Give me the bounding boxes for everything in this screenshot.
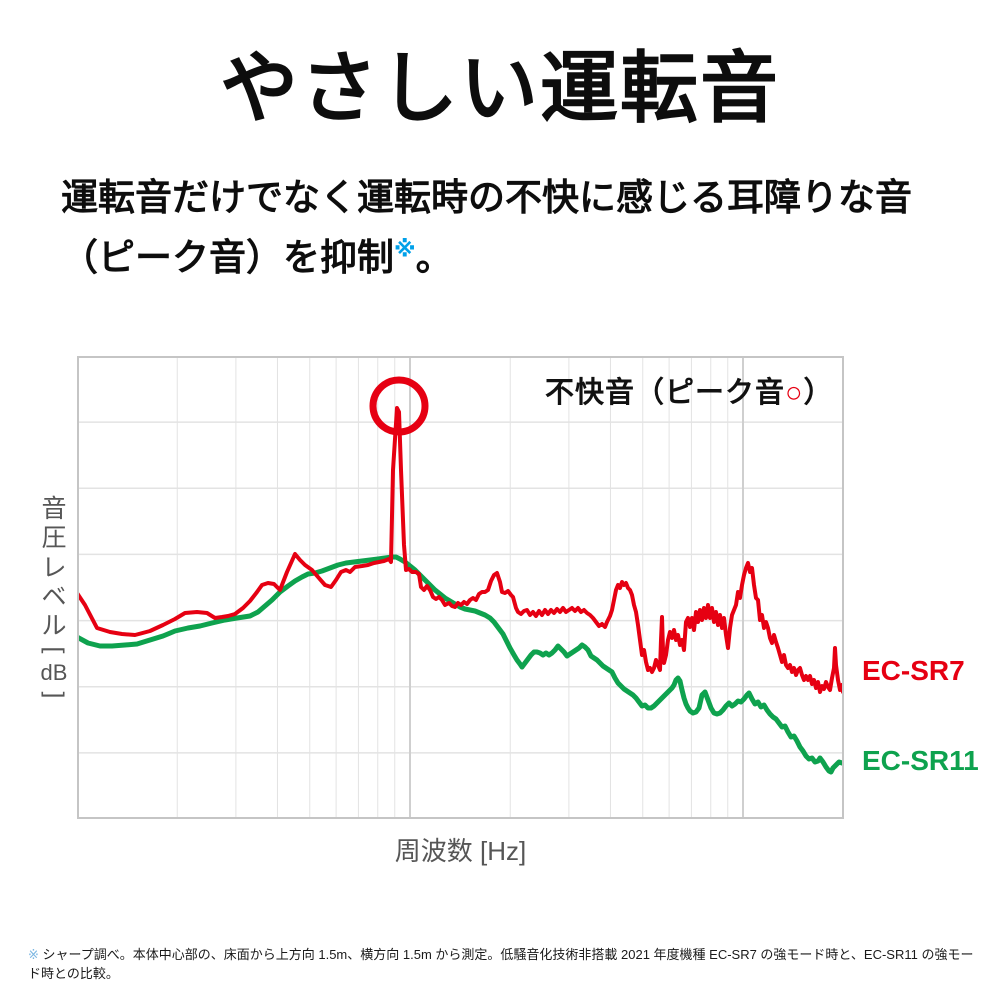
y-axis-label-char: ]: [39, 691, 68, 699]
plot-border: [77, 356, 844, 819]
series-line-ec-sr7: [77, 406, 844, 694]
y-axis-label-char: ル: [41, 612, 67, 640]
peak-circle-annotation: [369, 376, 429, 436]
footnote-marker: ※: [28, 947, 39, 962]
y-axis-label-char: ベ: [41, 582, 67, 611]
intro-text: 運転音だけでなく運転時の不快に感じる耳障りな音 （ピーク音）を抑制※。: [61, 168, 961, 288]
intro-line2-end: 。: [415, 236, 453, 278]
series-line-ec-sr11: [77, 554, 844, 775]
legend-text-prefix: 不快音（ピーク音: [545, 377, 786, 409]
legend-red-circle-glyph: ○: [785, 377, 804, 409]
intro-line1: 運転音だけでなく運転時の不快に感じる耳障りな音: [61, 177, 912, 218]
y-axis-label-char: dB: [40, 660, 68, 686]
y-axis-label: 音圧レベル [ dB]: [31, 496, 77, 703]
intro-line2: （ピーク音）を抑制: [61, 236, 394, 278]
y-axis-label-char: 圧: [41, 524, 67, 553]
y-axis-label-char: 音: [41, 495, 67, 523]
footnote: ※ シャープ調べ。本体中心部の、床面から上方向 1.5m、横方向 1.5m から…: [28, 944, 978, 982]
series-label-ec-sr11: EC-SR11: [862, 745, 979, 776]
footnote-text: シャープ調べ。本体中心部の、床面から上方向 1.5m、横方向 1.5m から測定…: [28, 947, 974, 981]
series-label-ec-sr7: EC-SR7: [862, 655, 965, 686]
y-axis-label-char: レ: [41, 553, 67, 582]
chart-legend: 不快音（ピーク音○）: [545, 369, 834, 411]
x-axis-label: 周波数 [Hz]: [394, 836, 527, 866]
y-axis-label-char: [: [39, 646, 68, 654]
page-title: やさしい運転音: [219, 44, 780, 132]
legend-text-suffix: ）: [803, 377, 834, 409]
noise-spectrum-chart: [77, 356, 844, 819]
note-marker-blue: ※: [394, 236, 416, 262]
